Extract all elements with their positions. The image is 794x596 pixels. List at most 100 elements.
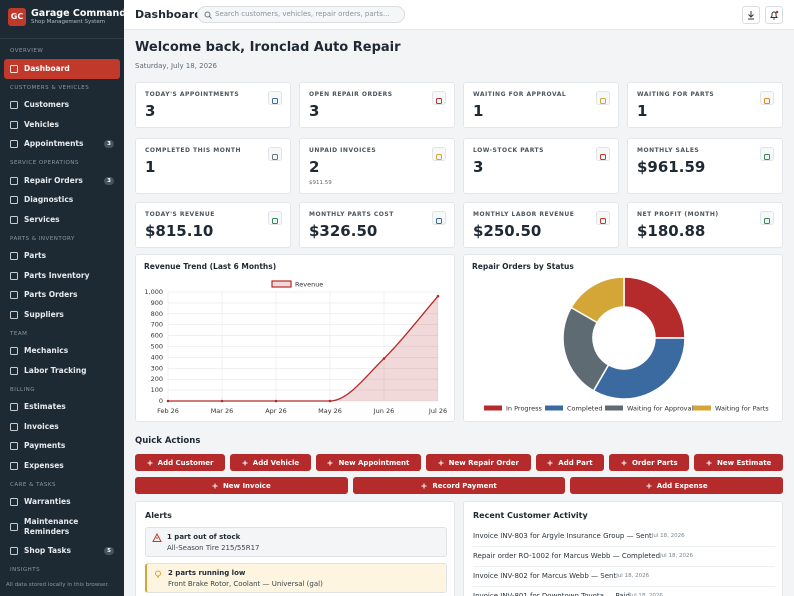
stat-label: WAITING FOR APPROVAL: [473, 91, 567, 98]
nav-icon: [10, 547, 18, 556]
x-tick-label: Jul 26: [428, 407, 447, 415]
activity-row: Repair order RO-1002 for Marcus Webb — C…: [473, 546, 775, 567]
stat-card: MONTHLY LABOR REVENUE $250.50: [463, 202, 619, 248]
nav-item[interactable]: Customers: [4, 96, 120, 116]
legend-label: Completed: [567, 405, 602, 413]
nav-item[interactable]: Suppliers: [4, 305, 120, 325]
nav-label: Dashboard: [24, 63, 70, 73]
button-label: New Appointment: [338, 458, 410, 467]
nav-item[interactable]: Invoices: [4, 417, 120, 437]
nav-label: Invoices: [24, 421, 59, 431]
stat-value: 3: [145, 102, 156, 120]
alert-title: 1 part out of stock: [167, 533, 241, 541]
nav-item[interactable]: Mechanics: [4, 342, 120, 362]
nav: OVERVIEW Dashboard CUSTOMERS & VEHICLES Cus…: [0, 42, 124, 578]
x-tick-label: Apr 26: [265, 407, 287, 415]
stat-value: 3: [473, 158, 484, 176]
activity-date: Jul 18, 2026: [616, 573, 650, 579]
activity-date: Jul 18, 2026: [630, 593, 663, 596]
nav-section-title: PARTS & INVENTORY: [10, 235, 75, 242]
stat-icon: [760, 211, 774, 225]
nav-label: Expenses: [24, 460, 64, 470]
plus-icon: [646, 483, 652, 488]
activity-row: Invoice INV-802 for Marcus Webb — Sent Ju…: [473, 566, 775, 587]
quick-action-button[interactable]: New Estimate: [694, 454, 783, 471]
nav-section-title: CUSTOMERS & VEHICLES: [10, 84, 90, 91]
button-label: Add Customer: [157, 458, 214, 467]
alert: 2 parts running low Front Brake Rotor, Co…: [145, 563, 447, 593]
y-tick-label: 100: [151, 386, 163, 394]
status-chart: Repair Orders by Status In Progress Comple…: [472, 262, 769, 413]
glyph: [272, 98, 278, 104]
quick-action-button[interactable]: Add Part: [535, 454, 605, 471]
nav-section-title: INSIGHTS: [10, 567, 41, 573]
nav-item[interactable]: Labor Tracking: [4, 361, 120, 381]
nav-item[interactable]: Parts Inventory: [4, 266, 120, 286]
stat-icon-glyph: [436, 154, 442, 160]
sidebar-footer: All data stored locally in this browser.: [6, 582, 109, 588]
legend-swatch: [605, 405, 623, 411]
nav-item[interactable]: Diagnostics: [4, 191, 120, 211]
alert-icon: [152, 533, 162, 542]
glyph: [600, 98, 606, 104]
stat-icon-glyph: [272, 154, 278, 160]
nav-label: Parts: [24, 251, 47, 261]
download-icon: [748, 11, 754, 20]
nav-item[interactable]: Estimates: [4, 398, 120, 418]
nav-section-title: TEAM: [10, 330, 28, 337]
quick-action-button[interactable]: Record Payment: [352, 477, 566, 494]
quick-action-button[interactable]: Add Expense: [570, 477, 784, 494]
nav-icon: [10, 291, 18, 300]
nav-item[interactable]: Appointments 3: [4, 135, 120, 155]
legend-label: Waiting for Approval: [627, 405, 694, 413]
quick-action-button[interactable]: New Repair Order: [426, 454, 531, 471]
stat-icon: [268, 211, 282, 225]
legend-swatch: [545, 405, 563, 411]
nav-item[interactable]: Vehicles: [4, 115, 120, 135]
nav-section-title: CARE & TASKS: [10, 481, 56, 488]
search-box[interactable]: Search customers, vehicles, repair order…: [197, 6, 405, 23]
stat-label: TODAY'S APPOINTMENTS: [145, 91, 240, 98]
nav-item[interactable]: Parts: [4, 247, 120, 267]
nav-item[interactable]: Warranties: [4, 493, 120, 513]
point: [274, 399, 278, 403]
activity-row: Invoice INV-803 for Argyle Insurance Gro…: [473, 526, 775, 547]
quick-action-button[interactable]: Order Parts: [609, 454, 690, 471]
plus-icon: [421, 483, 427, 488]
quick-action-button[interactable]: Add Customer: [135, 454, 226, 471]
nav-item[interactable]: Payments: [4, 437, 120, 457]
nav-label: Services: [24, 214, 60, 224]
nav-item[interactable]: Services: [4, 210, 120, 230]
quick-action-button[interactable]: New Invoice: [135, 477, 348, 494]
nav-item[interactable]: Repair Orders 3: [4, 171, 120, 191]
nav-item[interactable]: Parts Orders: [4, 286, 120, 306]
stat-card: TODAY'S APPOINTMENTS 3: [135, 82, 291, 128]
button-label: Order Parts: [631, 458, 678, 467]
download-button[interactable]: [742, 6, 760, 24]
nav-badge: 3: [104, 176, 114, 185]
button-label: Add Part: [558, 458, 593, 467]
y-tick-label: 600: [151, 332, 163, 340]
nav-item[interactable]: Dashboard: [4, 59, 120, 79]
nav-icon: [10, 347, 18, 356]
nav-item[interactable]: Expenses: [4, 456, 120, 476]
legend-swatch: [271, 280, 292, 288]
button-label: Add Vehicle: [252, 458, 300, 467]
nav-item[interactable]: Shop Tasks 5: [4, 542, 120, 562]
nav-item[interactable]: Maintenance Reminders: [4, 512, 120, 542]
quick-action-button[interactable]: New Appointment: [315, 454, 421, 471]
glyph: [272, 154, 278, 160]
nav-label: Warranties: [24, 497, 71, 507]
glyph: [764, 98, 770, 104]
stat-label: WAITING FOR PARTS: [637, 91, 715, 98]
stat-icon-glyph: [764, 218, 770, 224]
quick-action-button[interactable]: Add Vehicle: [230, 454, 311, 471]
notifications-button[interactable]: [765, 6, 783, 24]
plus-icon: [212, 483, 218, 488]
nav-icon: [10, 140, 18, 149]
welcome-date: Saturday, July 18, 2026: [135, 62, 217, 70]
plus-icon: [547, 460, 553, 465]
nav-label: Diagnostics: [24, 195, 74, 205]
welcome-title: Welcome back, Ironclad Auto Repair: [135, 40, 401, 55]
